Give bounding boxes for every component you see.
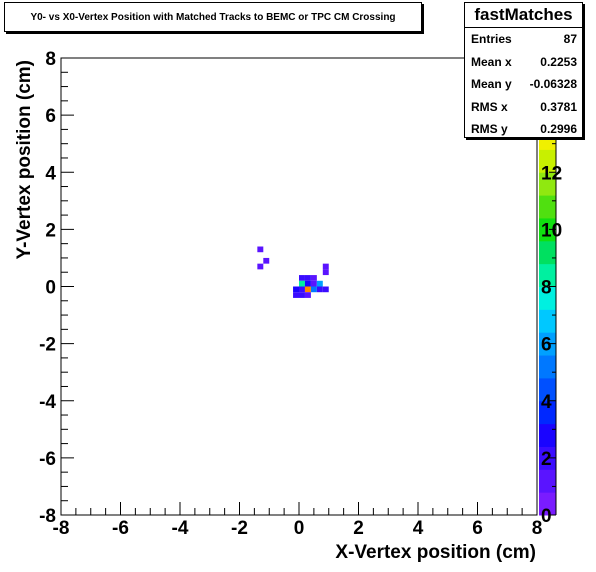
heatmap-cell	[310, 275, 317, 281]
stats-row-entries: Entries 87	[465, 28, 582, 51]
heatmap-cell	[322, 263, 329, 270]
x-tick-label: -4	[172, 518, 189, 539]
stats-row-rms-y: RMS y 0.2996	[465, 118, 582, 141]
x-tick-label: -6	[112, 518, 129, 539]
heatmap-cell	[263, 257, 270, 264]
plot-axes	[60, 57, 538, 516]
stats-label: Mean x	[471, 54, 512, 69]
heatmap-cell	[304, 280, 311, 287]
stats-label: RMS x	[471, 99, 508, 114]
y-tick-label: 8	[45, 49, 56, 70]
palette-segment	[539, 195, 556, 219]
stats-row-mean-x: Mean x 0.2253	[465, 51, 582, 74]
stats-label: Entries	[471, 32, 512, 47]
heatmap-cell	[304, 286, 311, 293]
y-tick-label: 6	[45, 106, 56, 127]
stats-label: RMS y	[471, 122, 508, 137]
stats-row-mean-y: Mean y -0.06328	[465, 73, 582, 96]
palette-segment	[539, 172, 556, 196]
palette-segment	[539, 492, 556, 516]
heatmap-cell	[316, 280, 323, 287]
palette-tick-label: 4	[541, 392, 552, 413]
x-axis-title: X-Vertex position (cm)	[335, 542, 536, 563]
palette-segment	[539, 240, 556, 265]
y-tick-label: -4	[39, 392, 56, 413]
x-tick-label: 8	[532, 518, 543, 539]
palette-segment	[539, 309, 556, 333]
x-tick-label: 2	[353, 518, 364, 539]
palette-tick-label: 2	[541, 449, 552, 470]
stats-title: fastMatches	[465, 3, 582, 28]
chart-title: Y0- vs X0-Vertex Position with Matched T…	[30, 11, 396, 23]
x-tick-label: 4	[413, 518, 424, 539]
heatmap-cell	[293, 292, 299, 298]
stats-value: -0.06328	[529, 77, 577, 92]
stats-value: 0.3781	[540, 99, 577, 114]
y-tick-label: 2	[45, 220, 56, 241]
palette-segment	[539, 149, 556, 173]
heatmap-cell	[299, 280, 305, 287]
y-tick-label: 4	[45, 163, 56, 184]
palette-tick-label: 10	[541, 220, 562, 241]
axis-labels: -8-6-4-202468-8-6-4-2024680246810121416X…	[14, 49, 563, 563]
x-tick-label: 6	[472, 518, 483, 539]
stats-label: Mean y	[471, 77, 512, 92]
heatmap-cell	[322, 286, 329, 293]
heatmap-cell	[293, 286, 299, 293]
heatmap-cell	[310, 286, 317, 293]
palette-segment	[539, 217, 556, 242]
y-tick-label: -6	[39, 449, 56, 470]
palette-segment	[539, 286, 556, 310]
heatmap-cell	[304, 292, 311, 298]
y-axis-title: Y-Vertex position (cm)	[14, 60, 35, 260]
palette-segment	[539, 446, 556, 470]
stats-box: fastMatches Entries 87 Mean x 0.2253 Mea…	[464, 2, 583, 138]
palette-tick-label: 6	[541, 335, 552, 356]
palette-segment	[539, 332, 556, 356]
heatmap-cell	[299, 292, 305, 298]
x-tick-label: -2	[231, 518, 248, 539]
heatmap-cell	[310, 280, 317, 287]
heatmap-cell	[304, 275, 311, 281]
palette-segment	[539, 377, 556, 402]
heatmap-cell	[299, 275, 305, 281]
palette-segment	[539, 263, 556, 287]
heatmap-cell	[299, 286, 305, 293]
stats-value: 0.2253	[540, 54, 577, 69]
stats-row-rms-x: RMS x 0.3781	[465, 96, 582, 119]
chart-title-box: Y0- vs X0-Vertex Position with Matched T…	[4, 2, 422, 32]
palette-segment	[539, 469, 556, 493]
y-tick-label: -2	[39, 335, 56, 356]
y-tick-label: 0	[45, 278, 56, 299]
heatmap-cell	[257, 263, 264, 270]
x-tick-label: 0	[294, 518, 305, 539]
stats-value: 87	[563, 32, 577, 47]
y-tick-label: -8	[39, 506, 56, 527]
heatmap-cell	[316, 286, 323, 293]
stats-value: 0.2996	[540, 122, 577, 137]
palette-segment	[539, 423, 556, 447]
heatmap-cell	[257, 246, 264, 253]
palette-segment	[539, 400, 556, 425]
palette-tick-label: 12	[541, 163, 562, 184]
heatmap-cells	[257, 246, 329, 298]
heatmap-cell	[322, 269, 329, 276]
x-tick-label: -8	[53, 518, 70, 539]
palette-segment	[539, 355, 556, 379]
palette-tick-label: 0	[541, 506, 552, 527]
palette-tick-label: 8	[541, 278, 552, 299]
